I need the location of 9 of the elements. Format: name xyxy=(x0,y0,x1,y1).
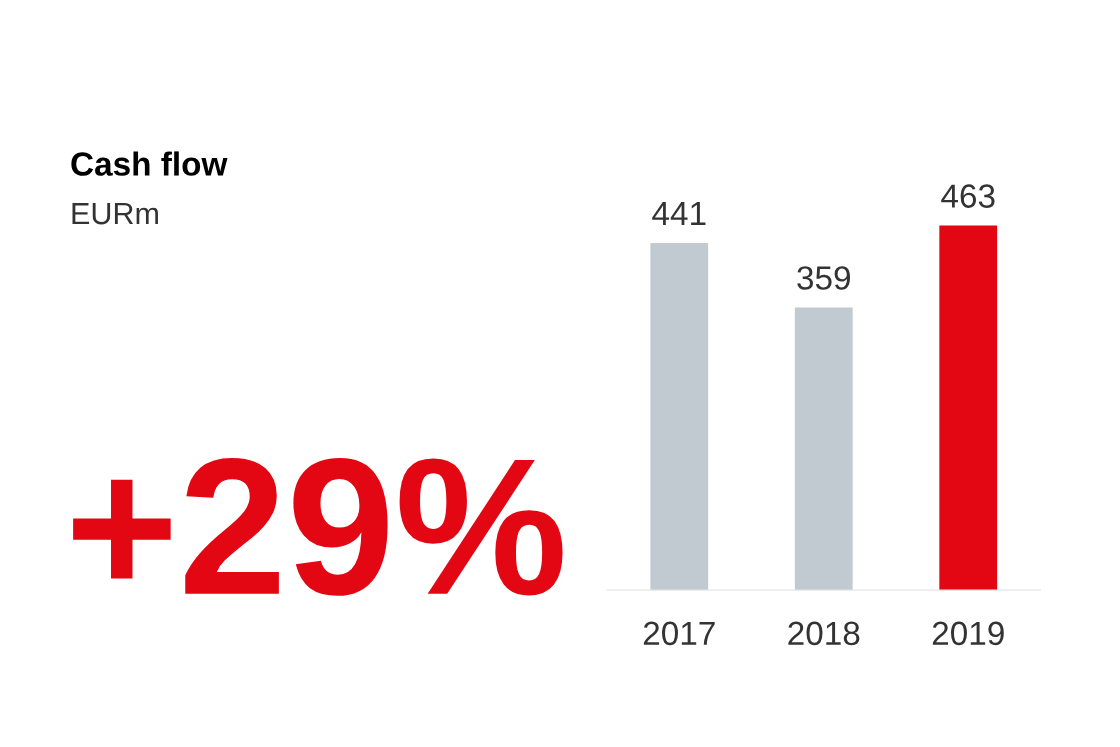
x-tick-label: 2018 xyxy=(788,621,860,646)
text: Cash flow xyxy=(71,151,228,176)
data-label: 463 xyxy=(941,184,995,208)
data-label: 441 xyxy=(652,201,706,225)
text: EURm xyxy=(72,203,158,225)
x-tick-label: 2017 xyxy=(643,621,715,646)
data-label: 359 xyxy=(797,266,850,290)
x-tick-label: 2019 xyxy=(932,621,1004,646)
text: +29% xyxy=(73,458,563,596)
